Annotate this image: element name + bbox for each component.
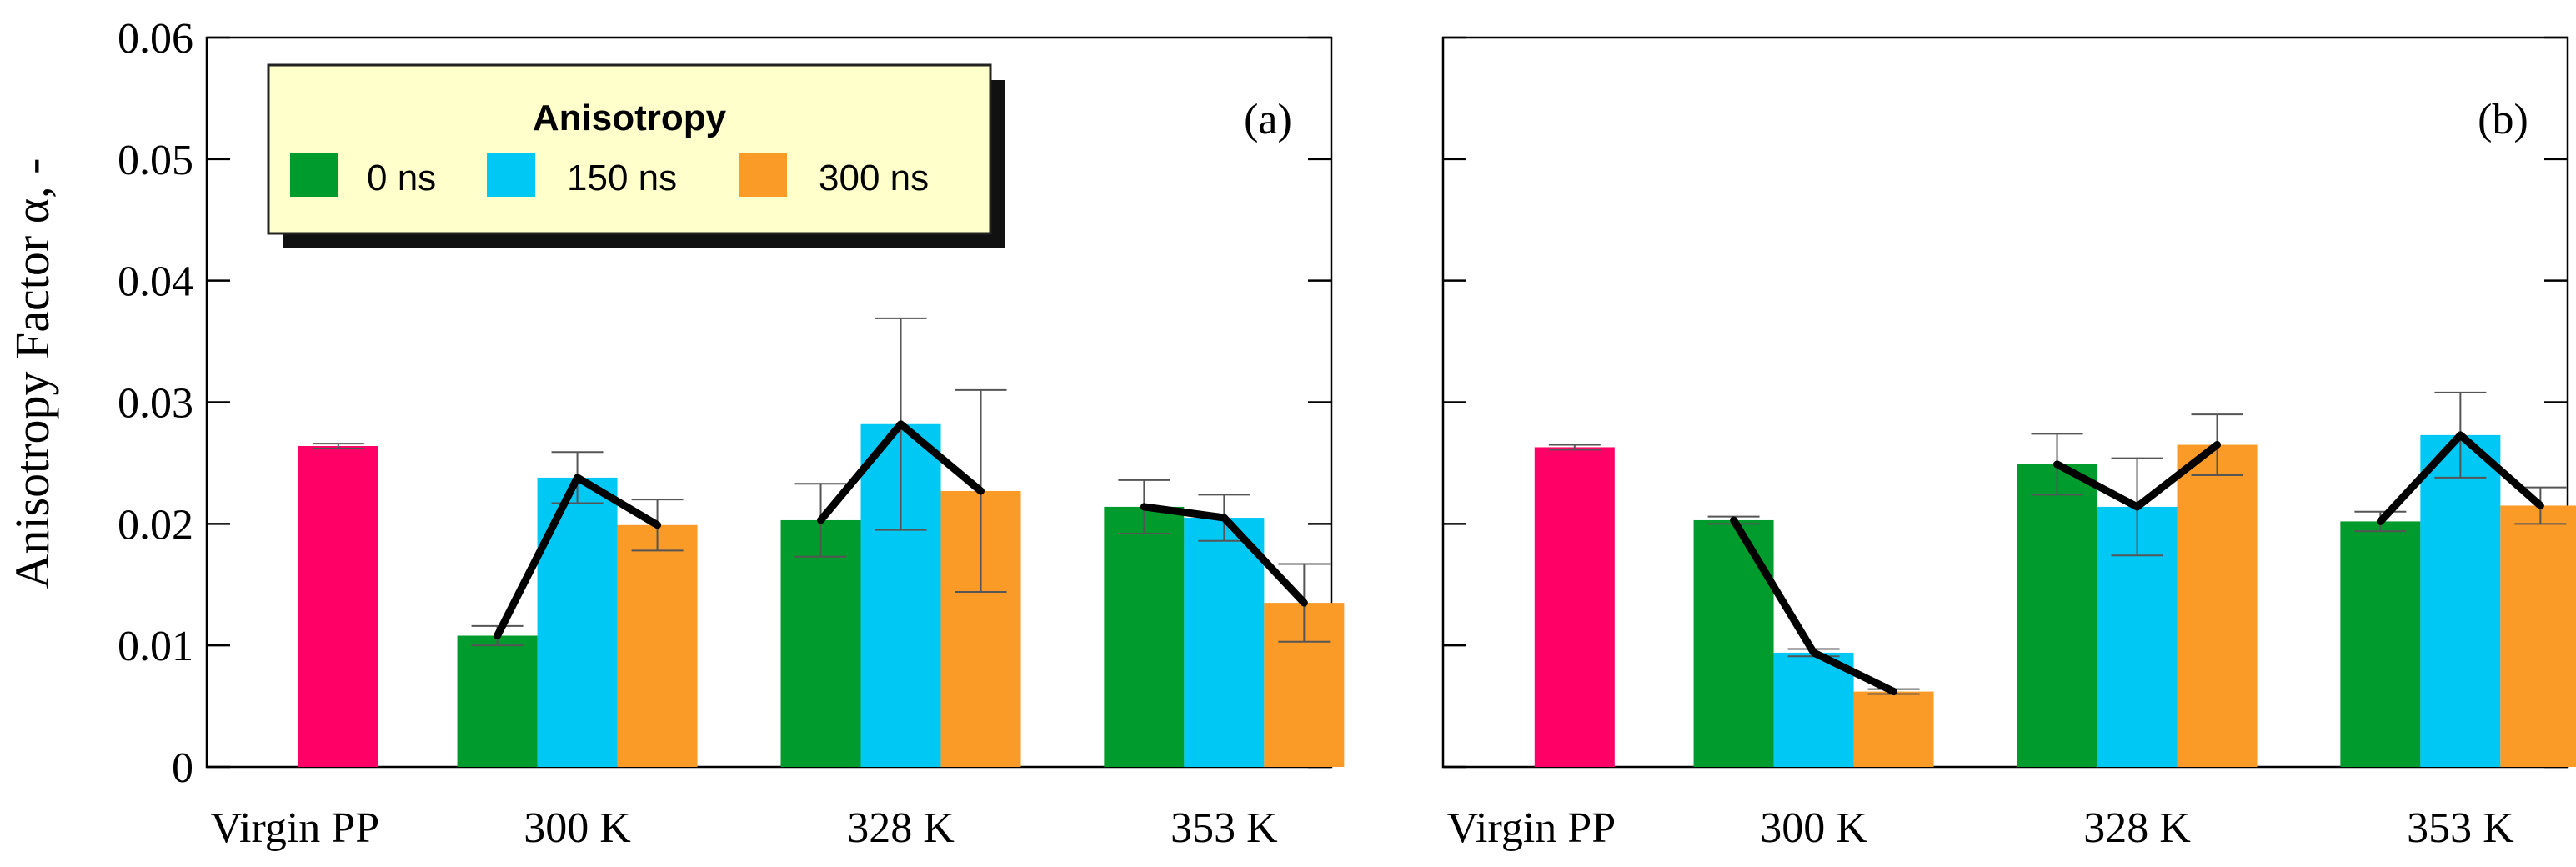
y-axis-label: Anisotropy Factor α, - [5,158,59,589]
bar-353k-150ns [1184,518,1265,767]
panel-label: (a) [1244,96,1292,143]
x-tick-label: 353 K [2407,804,2514,852]
trend-line-328k [817,420,985,524]
x-tick-label: 328 K [847,804,955,852]
bar-virgin-pp [1534,447,1615,767]
bar-300k-0ns [1693,519,1774,767]
x-tick-label: 300 K [524,804,631,852]
bar-virgin-pp [298,446,378,767]
x-tick-label: Virgin PP [211,804,380,852]
bar-300k-0ns [457,635,538,767]
panel-label: (b) [2478,96,2528,143]
legend-label-300ns: 300 ns [819,158,929,198]
legend-swatch-0ns [290,153,338,197]
trend-line-353k [2376,431,2544,525]
legend: Anisotropy 0 ns 150 ns 300 ns [267,63,1005,248]
y-tick-label: 0.04 [118,258,193,306]
bar-300k-150ns [1773,652,1854,767]
bar-353k-0ns [1104,506,1185,767]
y-tick-label: 0.03 [118,380,193,428]
y-tick-label: 0 [172,744,193,792]
legend-label-0ns: 0 ns [367,158,436,198]
panel-a: 0 0.01 0.02 0.03 0.04 0.05 0.06 (a) Virgin PP 300… [118,15,1345,852]
trend-line-353k [1140,503,1308,607]
bar-353k-300ns [2500,505,2576,767]
bar-328k-0ns [2017,464,2097,767]
y-tick-label: 0.01 [118,623,193,670]
y-tick-label: 0.02 [118,501,193,549]
bar-353k-0ns [2340,521,2421,767]
bar-300k-300ns [1853,691,1934,767]
trend-line-300k [494,474,662,639]
legend-swatch-150ns [487,153,535,197]
legend-box [267,63,992,235]
bar-353k-150ns [2420,434,2501,767]
trend-line-328k [2053,441,2221,511]
y-tick-label: 0.06 [118,15,193,63]
bar-328k-300ns [2177,444,2258,767]
bar-300k-300ns [617,524,698,767]
bar-300k-150ns [537,477,618,767]
x-tick-label: 353 K [1170,804,1278,852]
y-axis-label-group: Anisotropy Factor α, - [5,158,59,589]
x-tick-label: Virgin PP [1447,804,1616,852]
x-tick-label: 328 K [2083,804,2191,852]
y-tick-label: 0.05 [118,137,193,184]
legend-title: Anisotropy [533,98,727,138]
trend-line-300k [1730,516,1898,696]
legend-label-150ns: 150 ns [567,158,677,198]
x-tick-label: 300 K [1760,804,1867,852]
bar-328k-0ns [780,519,861,767]
legend-swatch-300ns [739,153,787,197]
panel-b: (b) Virgin PP 300 K 328 K 353 K [1441,36,2576,852]
